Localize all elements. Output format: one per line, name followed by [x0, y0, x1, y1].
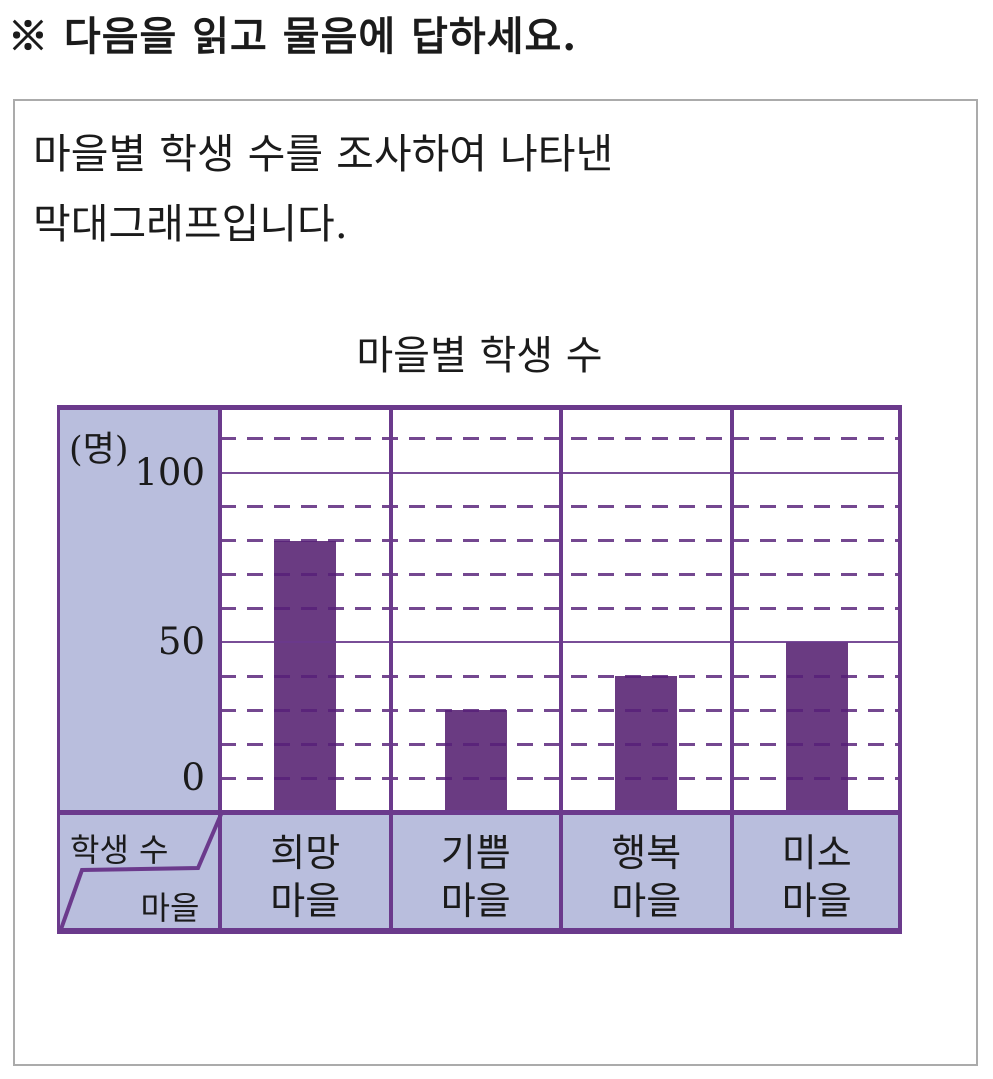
y-tick-label-100: 100	[134, 450, 205, 494]
chart-title: 마을별 학생 수	[356, 333, 603, 379]
category-label-line: 마을	[270, 879, 341, 923]
y-tick-label-0: 0	[181, 756, 205, 800]
panel-divider-3	[729, 405, 734, 934]
corner-header-divider	[58, 811, 224, 933]
problem-box: 마을별 학생 수를 조사하여 나타낸 막대그래프입니다. 마을별 학생 수 미소…	[13, 99, 978, 1066]
x-axis-baseline	[57, 810, 902, 815]
y-axis-line	[218, 405, 222, 934]
chart-bottom-border	[57, 928, 902, 934]
panel-divider-2	[559, 405, 563, 934]
chart-top-border	[57, 405, 902, 410]
category-label-line: 희망	[270, 831, 341, 875]
corner-value-axis-label: 학생 수	[70, 831, 169, 869]
chart-bar-2	[444, 710, 507, 812]
category-label-4: 미소 마을	[732, 829, 903, 925]
category-label-line: 마을	[611, 879, 682, 923]
chart-description: 마을별 학생 수를 조사하여 나타낸 막대그래프입니다.	[33, 119, 613, 259]
corner-category-axis-label: 마을	[140, 889, 200, 927]
instruction-heading: ※ 다음을 읽고 물음에 답하세요.	[8, 13, 578, 60]
description-line-2: 막대그래프입니다.	[33, 200, 348, 248]
category-label-line: 마을	[440, 879, 511, 923]
y-axis-unit-label: (명)	[69, 430, 129, 470]
panel-divider-1	[388, 405, 393, 934]
chart-bar-4	[785, 642, 848, 812]
chart-left-border	[57, 405, 60, 934]
y-tick-label-50: 50	[157, 620, 205, 664]
category-label-line: 미소	[781, 831, 852, 875]
category-label-line: 행복	[611, 831, 682, 875]
bar-chart: 미소 마을 행복 마을 기쁨 마을 희망 마을 0 50 100 (명) 학생 수 마을	[57, 405, 902, 934]
category-label-3: 행복 마을	[561, 829, 732, 925]
chart-right-border	[898, 405, 902, 934]
description-line-1: 마을별 학생 수를 조사하여 나타낸	[33, 130, 614, 178]
category-label-line: 마을	[781, 879, 852, 923]
category-label-2: 기쁨 마을	[391, 829, 562, 925]
category-label-1: 희망 마을	[220, 829, 391, 925]
category-label-line: 기쁨	[440, 831, 511, 875]
